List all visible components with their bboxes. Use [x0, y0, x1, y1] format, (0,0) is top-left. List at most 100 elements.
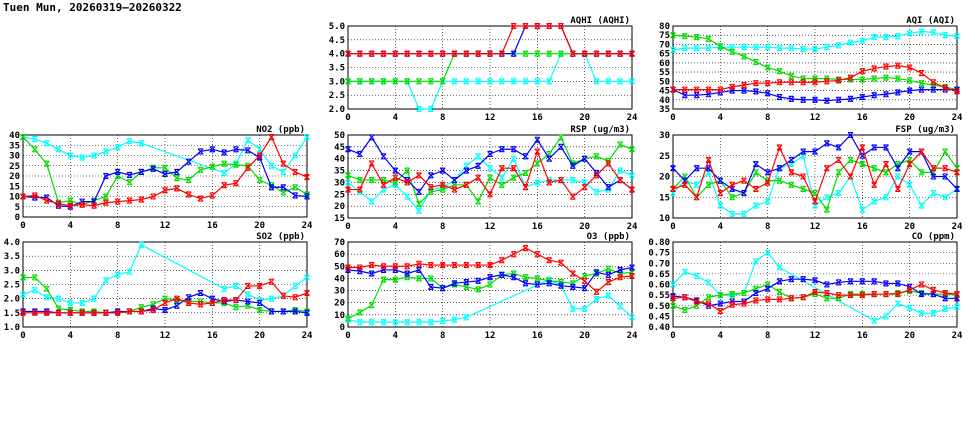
data-point-red [114, 198, 121, 205]
data-point-red [356, 186, 363, 193]
marker-icon [823, 289, 830, 297]
marker-icon [823, 165, 830, 172]
data-point-blue [800, 148, 807, 155]
data-point-red [558, 177, 564, 184]
data-point-red [871, 291, 878, 298]
data-point-green [498, 181, 505, 188]
data-point-red [67, 202, 74, 209]
marker-icon [268, 308, 275, 315]
marker-icon [942, 86, 949, 93]
data-point-blue [906, 87, 913, 94]
marker-icon [942, 289, 949, 297]
marker-icon [741, 300, 747, 307]
marker-icon [681, 177, 688, 184]
data-point-cyan [569, 177, 576, 184]
data-point-red [581, 184, 588, 191]
data-point-blue [173, 302, 180, 309]
data-point-blue [498, 146, 505, 153]
x-tick-label: 12 [810, 222, 821, 232]
data-point-green [31, 274, 38, 281]
marker-icon [114, 198, 121, 205]
marker-icon [741, 210, 747, 217]
marker-icon [752, 169, 759, 176]
marker-icon [475, 262, 482, 269]
data-point-green [404, 78, 411, 85]
x-tick-label: 16 [532, 331, 543, 341]
data-point-cyan [55, 295, 62, 302]
marker-icon [776, 93, 783, 101]
data-point-blue [150, 165, 157, 172]
marker-icon [20, 134, 26, 141]
data-point-blue [209, 295, 216, 302]
marker-icon [498, 271, 505, 278]
data-point-blue [942, 86, 949, 93]
marker-icon [823, 281, 830, 288]
data-point-red [752, 297, 759, 304]
data-point-green [906, 156, 913, 163]
marker-icon [380, 177, 387, 184]
marker-icon [752, 80, 759, 87]
marker-icon [670, 32, 676, 39]
data-point-red [894, 291, 901, 298]
data-point-cyan [534, 179, 541, 186]
y-tick-label: 20 [9, 172, 20, 182]
data-point-blue [185, 158, 192, 165]
marker-icon [883, 74, 889, 81]
marker-icon [475, 162, 482, 169]
marker-icon [451, 177, 458, 184]
marker-icon [475, 50, 482, 57]
marker-icon [752, 202, 759, 209]
marker-icon [835, 279, 842, 286]
data-point-red [705, 86, 712, 93]
data-point-green [954, 165, 960, 172]
data-point-blue [930, 173, 937, 180]
data-point-blue [954, 86, 960, 93]
marker-icon [380, 276, 387, 283]
marker-icon [930, 86, 937, 93]
data-point-cyan [788, 45, 795, 52]
marker-icon [233, 304, 239, 311]
data-point-cyan [427, 319, 434, 326]
marker-icon [244, 137, 251, 144]
data-point-blue [859, 93, 866, 101]
marker-icon [55, 305, 62, 312]
data-point-green [356, 309, 363, 316]
marker-icon [918, 86, 925, 93]
data-point-blue [427, 172, 434, 179]
marker-icon [79, 309, 86, 316]
data-point-red [280, 160, 287, 167]
marker-icon [31, 287, 38, 294]
y-tick-label: 35 [659, 105, 670, 115]
marker-icon [256, 299, 263, 306]
y-tick-label: 70 [659, 40, 670, 50]
data-point-cyan [883, 194, 889, 201]
data-point-cyan [918, 202, 925, 209]
marker-icon [581, 285, 588, 292]
marker-icon [812, 75, 818, 82]
data-point-cyan [847, 39, 854, 46]
marker-icon [345, 172, 351, 179]
marker-icon [681, 33, 688, 40]
data-point-red [823, 165, 830, 172]
data-point-green [392, 276, 399, 283]
marker-icon [681, 92, 688, 99]
data-point-cyan [244, 137, 251, 144]
marker-icon [847, 76, 854, 83]
marker-icon [451, 316, 458, 323]
data-point-red [930, 165, 937, 172]
marker-icon [546, 280, 553, 287]
data-point-red [906, 161, 913, 168]
marker-icon [280, 189, 287, 196]
marker-icon [451, 280, 458, 287]
data-point-blue [670, 165, 676, 172]
data-point-green [256, 306, 263, 314]
y-tick-label: 25 [659, 152, 670, 162]
data-point-red [617, 274, 624, 281]
marker-icon [871, 144, 878, 151]
data-point-red [776, 296, 783, 303]
marker-icon [292, 152, 299, 159]
marker-icon [681, 294, 688, 301]
marker-icon [173, 302, 180, 309]
marker-icon [534, 251, 541, 258]
data-point-red [392, 50, 399, 57]
